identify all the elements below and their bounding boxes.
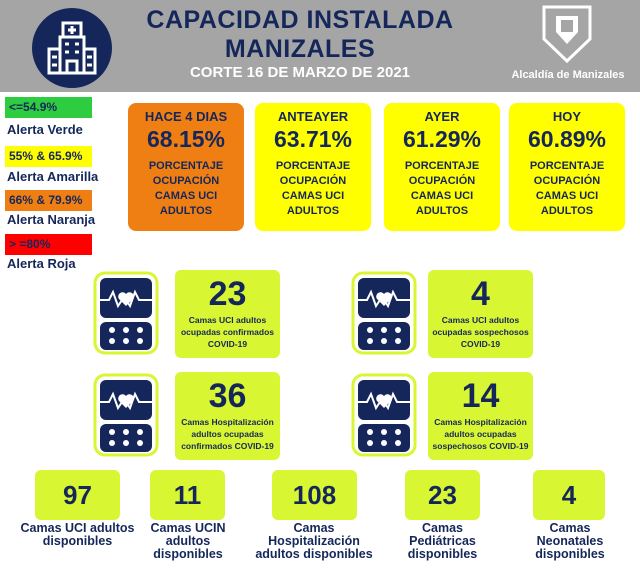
legend-label: Alerta Roja: [7, 256, 76, 271]
available-hosp-label: Camas Hospitalización adultos disponible…: [255, 521, 373, 561]
legend-swatch: > =80%: [5, 234, 92, 255]
available-ucin-value: 11: [150, 470, 225, 520]
legend-label: Alerta Naranja: [7, 212, 96, 227]
legend-swatch: 55% & 65.9%: [5, 146, 92, 167]
available-uci-label: Camas UCI adultos disponibles: [20, 521, 135, 548]
occupied-value: 36: [208, 377, 247, 415]
occupied-stat: 14 Camas Hospitalización adultos ocupadas…: [428, 372, 533, 460]
occupied-stat: 23 Camas UCI adultos ocupadas confirmados…: [175, 270, 280, 358]
title-line1: CAPACIDAD INSTALADA: [146, 6, 454, 34]
occupied-label: Camas UCI adultos ocupadas confirmados C…: [180, 315, 275, 349]
occupied-value: 14: [461, 377, 500, 415]
available-ped-label: Camas Pediátricas disponibles: [407, 521, 478, 561]
subtitle: CORTE 16 DE MARZO DE 2021: [189, 64, 411, 81]
legend-label: Alerta Verde: [7, 122, 83, 137]
available-neo-value: 4: [533, 470, 605, 520]
legend-swatch: 66% & 79.9%: [5, 190, 92, 211]
card-hoy: HOY 60.89% PORCENTAJE OCUPACIÓN CAMAS UCI …: [509, 103, 625, 231]
card-anteayer: ANTEAYER 63.71% PORCENTAJE OCUPACIÓN CAMAS…: [255, 103, 371, 231]
legend-swatch: <=54.9%: [5, 97, 92, 118]
heart-monitor-icon: [92, 270, 160, 356]
title-line2: MANIZALES: [224, 35, 376, 63]
available-neo-label: Camas Neonatales disponibles: [535, 521, 605, 561]
occupied-value: 4: [471, 275, 490, 313]
hospital-icon: [32, 8, 112, 88]
available-hosp-value: 108: [272, 470, 357, 520]
occupied-label: Camas UCI adultos ocupadas sospechosos C…: [432, 315, 529, 349]
occupied-stat: 36 Camas Hospitalización adultos ocupadas…: [175, 372, 280, 460]
crest-logo: [541, 4, 593, 64]
occupied-value: 23: [208, 275, 247, 313]
org-name: Alcaldía de Manizales: [511, 69, 625, 81]
card-hace-4-dias: HACE 4 DIAS 68.15% PORCENTAJE OCUPACIÓN CA…: [128, 103, 244, 231]
occupied-label: Camas Hospitalización adultos ocupadas c…: [181, 417, 274, 451]
occupied-label: Camas Hospitalización adultos ocupadas s…: [432, 417, 529, 451]
heart-monitor-icon: [350, 270, 418, 356]
heart-monitor-icon: [350, 372, 418, 458]
legend-label: Alerta Amarilla: [7, 169, 99, 184]
available-ucin-label: Camas UCIN adultos disponibles: [150, 521, 226, 561]
occupied-stat: 4 Camas UCI adultos ocupadas sospechosos …: [428, 270, 533, 358]
heart-monitor-icon: [92, 372, 160, 458]
card-ayer: AYER 61.29% PORCENTAJE OCUPACIÓN CAMAS UCI…: [384, 103, 500, 231]
available-uci-value: 97: [35, 470, 120, 520]
available-ped-value: 23: [405, 470, 480, 520]
